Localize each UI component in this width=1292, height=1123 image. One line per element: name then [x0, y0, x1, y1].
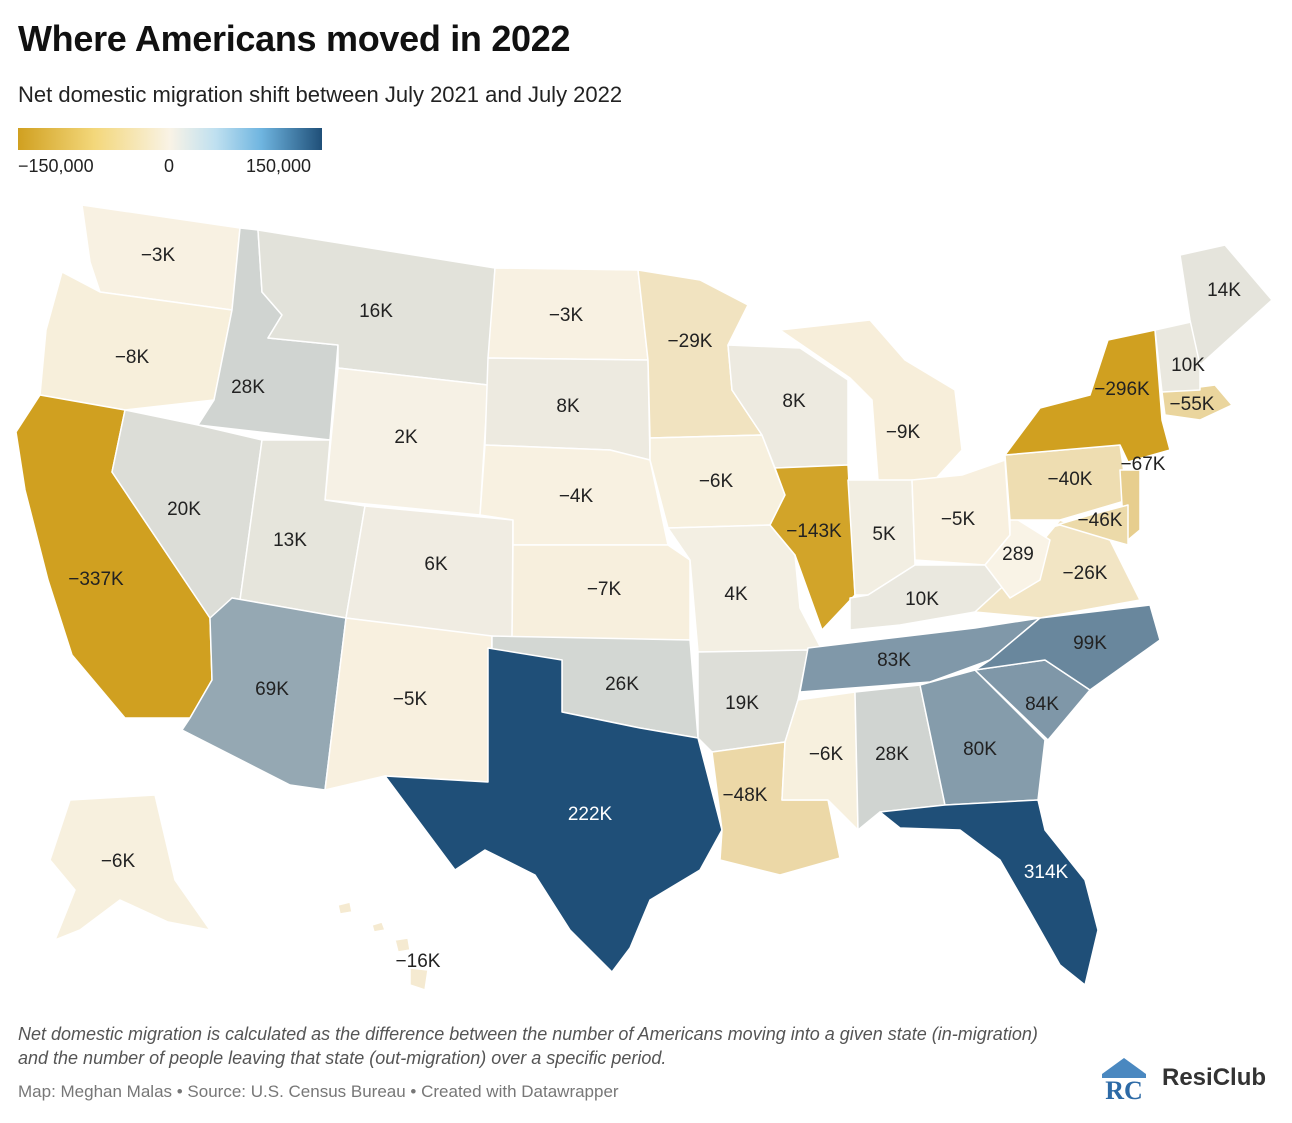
state-label-nh: 10K	[1171, 355, 1205, 376]
state-me[interactable]	[1179, 244, 1273, 366]
methodology-note: Net domestic migration is calculated as …	[18, 1024, 1038, 1068]
state-label-ma: −55K	[1170, 394, 1215, 415]
state-label-mo: 4K	[724, 584, 748, 605]
state-label-co: 6K	[424, 554, 448, 575]
state-label-ar: 19K	[725, 693, 759, 714]
source-credit: Map: Meghan Malas • Source: U.S. Census …	[18, 1082, 619, 1101]
legend-max-label: 150,000	[246, 156, 312, 176]
state-label-tn: 83K	[877, 650, 911, 671]
state-ny[interactable]	[1004, 329, 1171, 463]
state-label-mt: 16K	[359, 301, 393, 322]
state-label-ne: −4K	[559, 486, 594, 507]
state-label-oh: −5K	[941, 509, 976, 530]
state-ga[interactable]	[919, 669, 1046, 806]
state-label-wy: 2K	[394, 427, 418, 448]
state-label-sc: 84K	[1025, 694, 1059, 715]
state-ak[interactable]	[49, 794, 211, 941]
state-label-ny: −296K	[1094, 379, 1150, 400]
state-label-wi: 8K	[782, 391, 806, 412]
state-label-id: 28K	[231, 377, 265, 398]
state-label-ut: 13K	[273, 530, 307, 551]
state-label-ky: 10K	[905, 589, 939, 610]
brand-name: ResiClub	[1162, 1064, 1267, 1091]
state-label-pa: −40K	[1048, 469, 1093, 490]
state-md[interactable]	[1039, 504, 1129, 546]
state-hi[interactable]	[337, 901, 429, 991]
state-label-ga: 80K	[963, 739, 997, 760]
state-label-ia: −6K	[699, 471, 734, 492]
color-legend: −150,000 0 150,000	[18, 128, 324, 176]
state-label-wv: 289	[1002, 544, 1034, 565]
state-fl[interactable]	[879, 799, 1099, 986]
state-ks[interactable]	[511, 544, 691, 641]
state-label-ok: 26K	[605, 674, 639, 695]
state-label-mn: −29K	[668, 331, 713, 352]
state-label-in: 5K	[872, 524, 896, 545]
state-label-me: 14K	[1207, 280, 1241, 301]
resiclub-logo-icon: RC	[1102, 1058, 1146, 1104]
state-label-nj: −67K	[1121, 454, 1166, 475]
state-nh[interactable]	[1154, 319, 1201, 393]
state-label-nc: 99K	[1073, 633, 1107, 654]
state-label-tx: 222K	[568, 804, 613, 825]
legend-mid-label: 0	[164, 156, 175, 176]
state-label-ms: −6K	[809, 744, 844, 765]
brand-mark-text: RC	[1105, 1076, 1143, 1104]
state-label-fl: 314K	[1024, 862, 1069, 883]
state-or[interactable]	[39, 271, 233, 411]
state-label-or: −8K	[115, 347, 150, 368]
state-label-nv: 20K	[167, 499, 201, 520]
legend-min-label: −150,000	[18, 156, 94, 176]
state-label-ks: −7K	[587, 579, 622, 600]
state-ma[interactable]	[1161, 384, 1233, 421]
state-label-wa: −3K	[141, 245, 176, 266]
legend-gradient-bar	[18, 128, 322, 150]
state-label-az: 69K	[255, 679, 289, 700]
chart-title: Where Americans moved in 2022	[18, 18, 571, 59]
state-label-nd: −3K	[549, 305, 584, 326]
state-label-mi: −9K	[886, 422, 921, 443]
state-label-md: −46K	[1078, 510, 1123, 531]
chart-subtitle: Net domestic migration shift between Jul…	[18, 82, 623, 107]
state-mi[interactable]	[779, 319, 963, 486]
state-tx[interactable]	[384, 647, 723, 973]
state-label-la: −48K	[723, 785, 768, 806]
state-label-ak: −6K	[101, 851, 136, 872]
state-label-nm: −5K	[393, 689, 428, 710]
state-label-hi: −16K	[396, 951, 441, 972]
state-wv[interactable]	[984, 514, 1051, 599]
brand-logo: RC ResiClub	[1098, 1052, 1266, 1104]
state-label-al: 28K	[875, 744, 909, 765]
state-label-sd: 8K	[556, 396, 580, 417]
state-label-va: −26K	[1063, 563, 1108, 584]
state-label-ca: −337K	[68, 569, 124, 590]
state-label-il: −143K	[786, 521, 842, 542]
state-nc[interactable]	[974, 604, 1161, 691]
